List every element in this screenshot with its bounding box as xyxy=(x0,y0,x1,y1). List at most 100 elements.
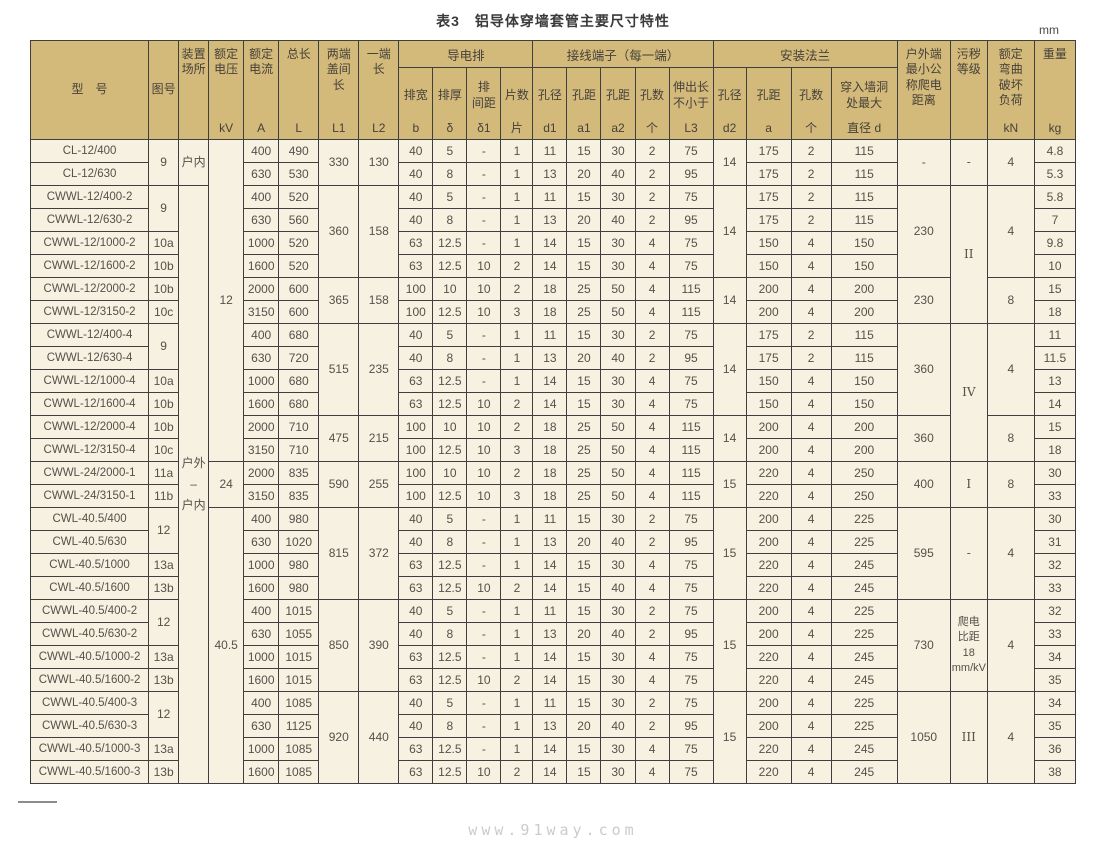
table-cell: 2 xyxy=(790,208,832,232)
table-cell: 4 xyxy=(634,576,670,600)
table-cell: 360 xyxy=(896,415,951,462)
table-cell: 4 xyxy=(634,415,670,439)
table-cell: 30 xyxy=(600,599,636,623)
table-cell: 5.8 xyxy=(1033,185,1077,209)
table-cell: 590 xyxy=(318,461,360,508)
table-cell: 15 xyxy=(566,369,602,393)
table-cell: 3 xyxy=(500,438,534,462)
table-cell: 20 xyxy=(566,346,602,370)
table-cell: 2 xyxy=(790,185,832,209)
table-cell: 31 xyxy=(1033,530,1077,554)
table-row: CWWL-12/2000-4 10b 2000 710 475 215 100 10 10 2 18… xyxy=(29,415,1077,462)
table-cell: 2 xyxy=(790,139,832,163)
table-cell: 980 xyxy=(278,507,320,531)
table-cell: 4 xyxy=(790,300,832,324)
table-cell: 12.5 xyxy=(432,760,468,784)
table-cell: 2 xyxy=(634,162,670,186)
table-cell: 720 xyxy=(278,346,320,370)
table-cell: 75 xyxy=(668,668,714,692)
table-cell: 850 xyxy=(318,599,360,692)
table-cell: 34 xyxy=(1033,645,1077,669)
table-cell: 40 xyxy=(398,622,434,646)
table-cell: 12 xyxy=(148,599,180,646)
table-cell: 2 xyxy=(634,139,670,163)
table-cell: 50 xyxy=(600,438,636,462)
table-cell: 400 xyxy=(243,691,280,715)
table-row: CWWL-12/1000-2 10a 1000 520 63 12.5-1 14 15 30 4 7… xyxy=(29,231,1077,255)
table-cell: 4 xyxy=(790,438,832,462)
table-cell: 12.5 xyxy=(432,300,468,324)
table-cell: 175 xyxy=(745,185,792,209)
table-cell: 2 xyxy=(634,530,670,554)
table-cell: 158 xyxy=(358,185,400,278)
table-cell: 2 xyxy=(634,714,670,738)
table-cell: 75 xyxy=(668,760,714,784)
table-cell: 175 xyxy=(745,162,792,186)
table-cell: 4 xyxy=(634,231,670,255)
table-cell: 10 xyxy=(466,484,502,508)
table-cell: 1600 xyxy=(243,760,280,784)
table-cell: 63 xyxy=(398,668,434,692)
table-cell: 710 xyxy=(278,438,320,462)
table-cell: 115 xyxy=(830,139,898,163)
table-cell: 3150 xyxy=(243,438,280,462)
table-cell: CWL-40.5/400 xyxy=(29,507,150,531)
table-cell: 1 xyxy=(500,208,534,232)
table-cell: 4 xyxy=(790,737,832,761)
table-cell: 200 xyxy=(745,415,792,439)
table-cell: 10 xyxy=(432,461,468,485)
table-cell: 75 xyxy=(668,507,714,531)
table-cell: 4 xyxy=(790,668,832,692)
table-cell: CWWL-40.5/1600-2 xyxy=(29,668,150,692)
table-cell: 400 xyxy=(243,185,280,209)
table-cell: 63 xyxy=(398,231,434,255)
table-cell: 8 xyxy=(432,714,468,738)
table-cell: 10 xyxy=(466,461,502,485)
table-row: CWL-40.5/400 12 40.5 400 980 815 372 40 5-1 11 15 3… xyxy=(29,507,1077,784)
table-cell: 100 xyxy=(398,277,434,301)
col-header-total-length: 总长 L xyxy=(278,40,320,140)
unit-note: mm xyxy=(1039,23,1059,37)
table-cell: 400 xyxy=(896,461,951,508)
table-cell: 11a xyxy=(148,461,180,485)
table-cell: 200 xyxy=(830,415,898,439)
table-cell: 户内 xyxy=(178,139,210,186)
table-cell: 2 xyxy=(634,346,670,370)
table-cell: - xyxy=(466,691,502,715)
table-cell: 40 xyxy=(600,714,636,738)
table-cell: 8 xyxy=(986,461,1035,508)
table-row: CWWL-12/400-2 9 户外 – 户内 400 520 360 158 40 5-1 11… xyxy=(29,185,1077,784)
table-cell: 115 xyxy=(668,277,714,301)
table-cell: 2 xyxy=(790,162,832,186)
table-cell: 14 xyxy=(532,231,568,255)
table-cell: 4 xyxy=(790,553,832,577)
table-cell: 12.5 xyxy=(432,438,468,462)
table-cell: 95 xyxy=(668,622,714,646)
table-cell: 50 xyxy=(600,461,636,485)
table-cell: CL-12/630 xyxy=(29,162,150,186)
col-header-terminal-hole-count: 孔数个 xyxy=(634,67,670,140)
table-cell: 95 xyxy=(668,714,714,738)
table-cell: 115 xyxy=(668,300,714,324)
table-cell: CWWL-24/2000-1 xyxy=(29,461,150,485)
table-cell: 100 xyxy=(398,484,434,508)
table-cell: 365 xyxy=(318,277,360,324)
table-cell: 630 xyxy=(243,208,280,232)
table-cell: 1 xyxy=(500,323,534,347)
table-cell: 63 xyxy=(398,737,434,761)
table-cell: 1015 xyxy=(278,668,320,692)
table-cell: 1 xyxy=(500,185,534,209)
table-cell: 200 xyxy=(745,714,792,738)
table-cell: 30 xyxy=(600,507,636,531)
table-cell: 150 xyxy=(830,369,898,393)
table-cell: 15 xyxy=(712,599,747,692)
table-cell: 30 xyxy=(600,553,636,577)
table-cell: 14 xyxy=(712,323,747,416)
table-cell: 4 xyxy=(634,277,670,301)
table-cell: 14 xyxy=(532,254,568,278)
col-header-flange-hole-count: 孔数个 xyxy=(790,67,832,140)
table-cell: 4 xyxy=(986,323,1035,416)
table-cell: 4 xyxy=(790,576,832,600)
table-cell: 15 xyxy=(566,323,602,347)
table-cell: 1015 xyxy=(278,599,320,623)
